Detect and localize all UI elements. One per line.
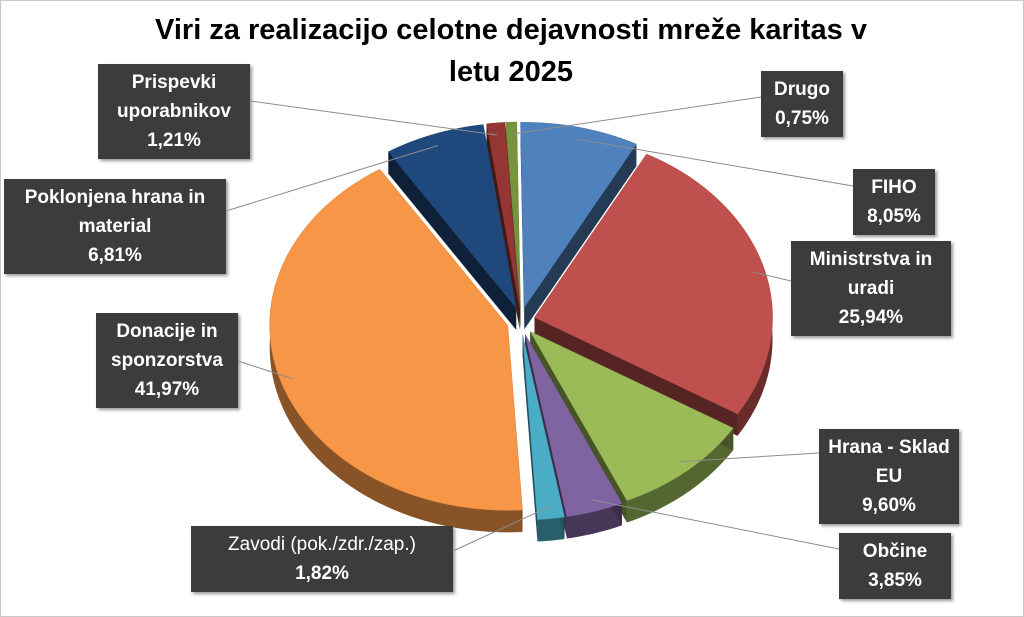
leader-line (511, 96, 762, 135)
slice-side (566, 503, 622, 539)
leader-line (591, 499, 840, 550)
leader-line (249, 100, 497, 136)
data-label: Občine 3,85% (839, 533, 951, 599)
data-label: Poklonjena hrana in material 6,81% (4, 179, 226, 274)
data-label: FIHO 8,05% (853, 169, 935, 235)
slice-wall (388, 151, 517, 330)
label-name: Donacije in sponzorstva (111, 321, 223, 371)
label-name: Hrana - Sklad EU (828, 437, 950, 487)
slice (522, 334, 565, 520)
slice-wall (522, 334, 538, 542)
label-name: Občine (862, 541, 928, 562)
label-value: 25,94% (838, 307, 904, 328)
data-label: Drugo 0,75% (761, 71, 843, 137)
leader-line (679, 452, 820, 463)
data-label: Hrana - Sklad EU 9,60% (819, 429, 959, 524)
label-value: 1,21% (147, 130, 201, 151)
label-value: 6,81% (88, 245, 142, 266)
slice (534, 153, 773, 415)
slice (505, 121, 521, 308)
slice (520, 122, 637, 309)
data-label: Ministrstva in uradi 25,94% (791, 241, 951, 336)
label-name: Zavodi (pok./zdr./zap.) (228, 534, 416, 555)
slice-side (537, 517, 565, 542)
label-value: 8,05% (867, 206, 921, 227)
label-name: Drugo (774, 79, 830, 100)
slice-wall (486, 123, 520, 330)
label-value: 41,97% (134, 379, 200, 400)
leader-line (577, 138, 854, 187)
label-value: 9,60% (862, 495, 916, 516)
label-name: Poklonjena hrana in material (24, 187, 206, 237)
data-label: Prispevki uporabnikov 1,21% (98, 64, 250, 159)
data-label: Donacije in sponzorstva 41,97% (96, 313, 238, 408)
slice (486, 122, 520, 308)
slice (387, 124, 517, 309)
chart-title: Viri za realizacijo celotne dejavnosti m… (155, 14, 867, 88)
label-value: 3,85% (868, 570, 922, 591)
leader-line (225, 145, 439, 212)
slice-wall (524, 144, 637, 330)
slice (269, 168, 523, 511)
leader-line (237, 360, 293, 380)
slice (529, 330, 734, 501)
label-value: 0,75% (775, 108, 829, 129)
leader-line (752, 271, 792, 282)
label-value: 1,82% (295, 563, 349, 584)
label-name: Ministrstva in uradi (809, 249, 933, 299)
data-label: Zavodi (pok./zdr./zap.) 1,82% (191, 526, 453, 592)
leader-line (452, 506, 550, 552)
label-name: FIHO (871, 177, 917, 198)
label-name: Prispevki uporabnikov (116, 72, 231, 122)
